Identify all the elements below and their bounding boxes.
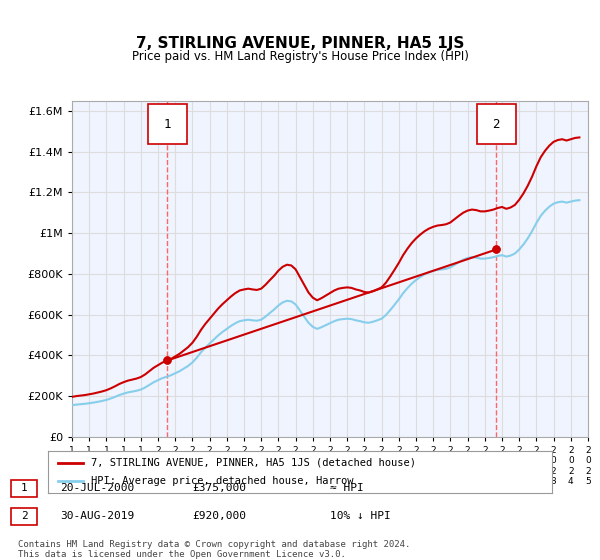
Text: 1: 1 <box>164 118 171 131</box>
Text: ≈ HPI: ≈ HPI <box>330 483 364 493</box>
Text: 7, STIRLING AVENUE, PINNER, HA5 1JS: 7, STIRLING AVENUE, PINNER, HA5 1JS <box>136 36 464 52</box>
Text: This data is licensed under the Open Government Licence v3.0.: This data is licensed under the Open Gov… <box>18 550 346 559</box>
FancyBboxPatch shape <box>148 104 187 144</box>
Text: 30-AUG-2019: 30-AUG-2019 <box>60 511 134 521</box>
Text: Price paid vs. HM Land Registry's House Price Index (HPI): Price paid vs. HM Land Registry's House … <box>131 50 469 63</box>
Text: 20-JUL-2000: 20-JUL-2000 <box>60 483 134 493</box>
Text: £375,000: £375,000 <box>192 483 246 493</box>
FancyBboxPatch shape <box>477 104 515 144</box>
Text: 1: 1 <box>20 483 28 493</box>
Text: 2: 2 <box>493 118 500 131</box>
Text: £920,000: £920,000 <box>192 511 246 521</box>
Text: Contains HM Land Registry data © Crown copyright and database right 2024.: Contains HM Land Registry data © Crown c… <box>18 540 410 549</box>
Text: 10% ↓ HPI: 10% ↓ HPI <box>330 511 391 521</box>
Text: HPI: Average price, detached house, Harrow: HPI: Average price, detached house, Harr… <box>91 476 353 486</box>
Text: 2: 2 <box>20 511 28 521</box>
Text: 7, STIRLING AVENUE, PINNER, HA5 1JS (detached house): 7, STIRLING AVENUE, PINNER, HA5 1JS (det… <box>91 458 416 468</box>
